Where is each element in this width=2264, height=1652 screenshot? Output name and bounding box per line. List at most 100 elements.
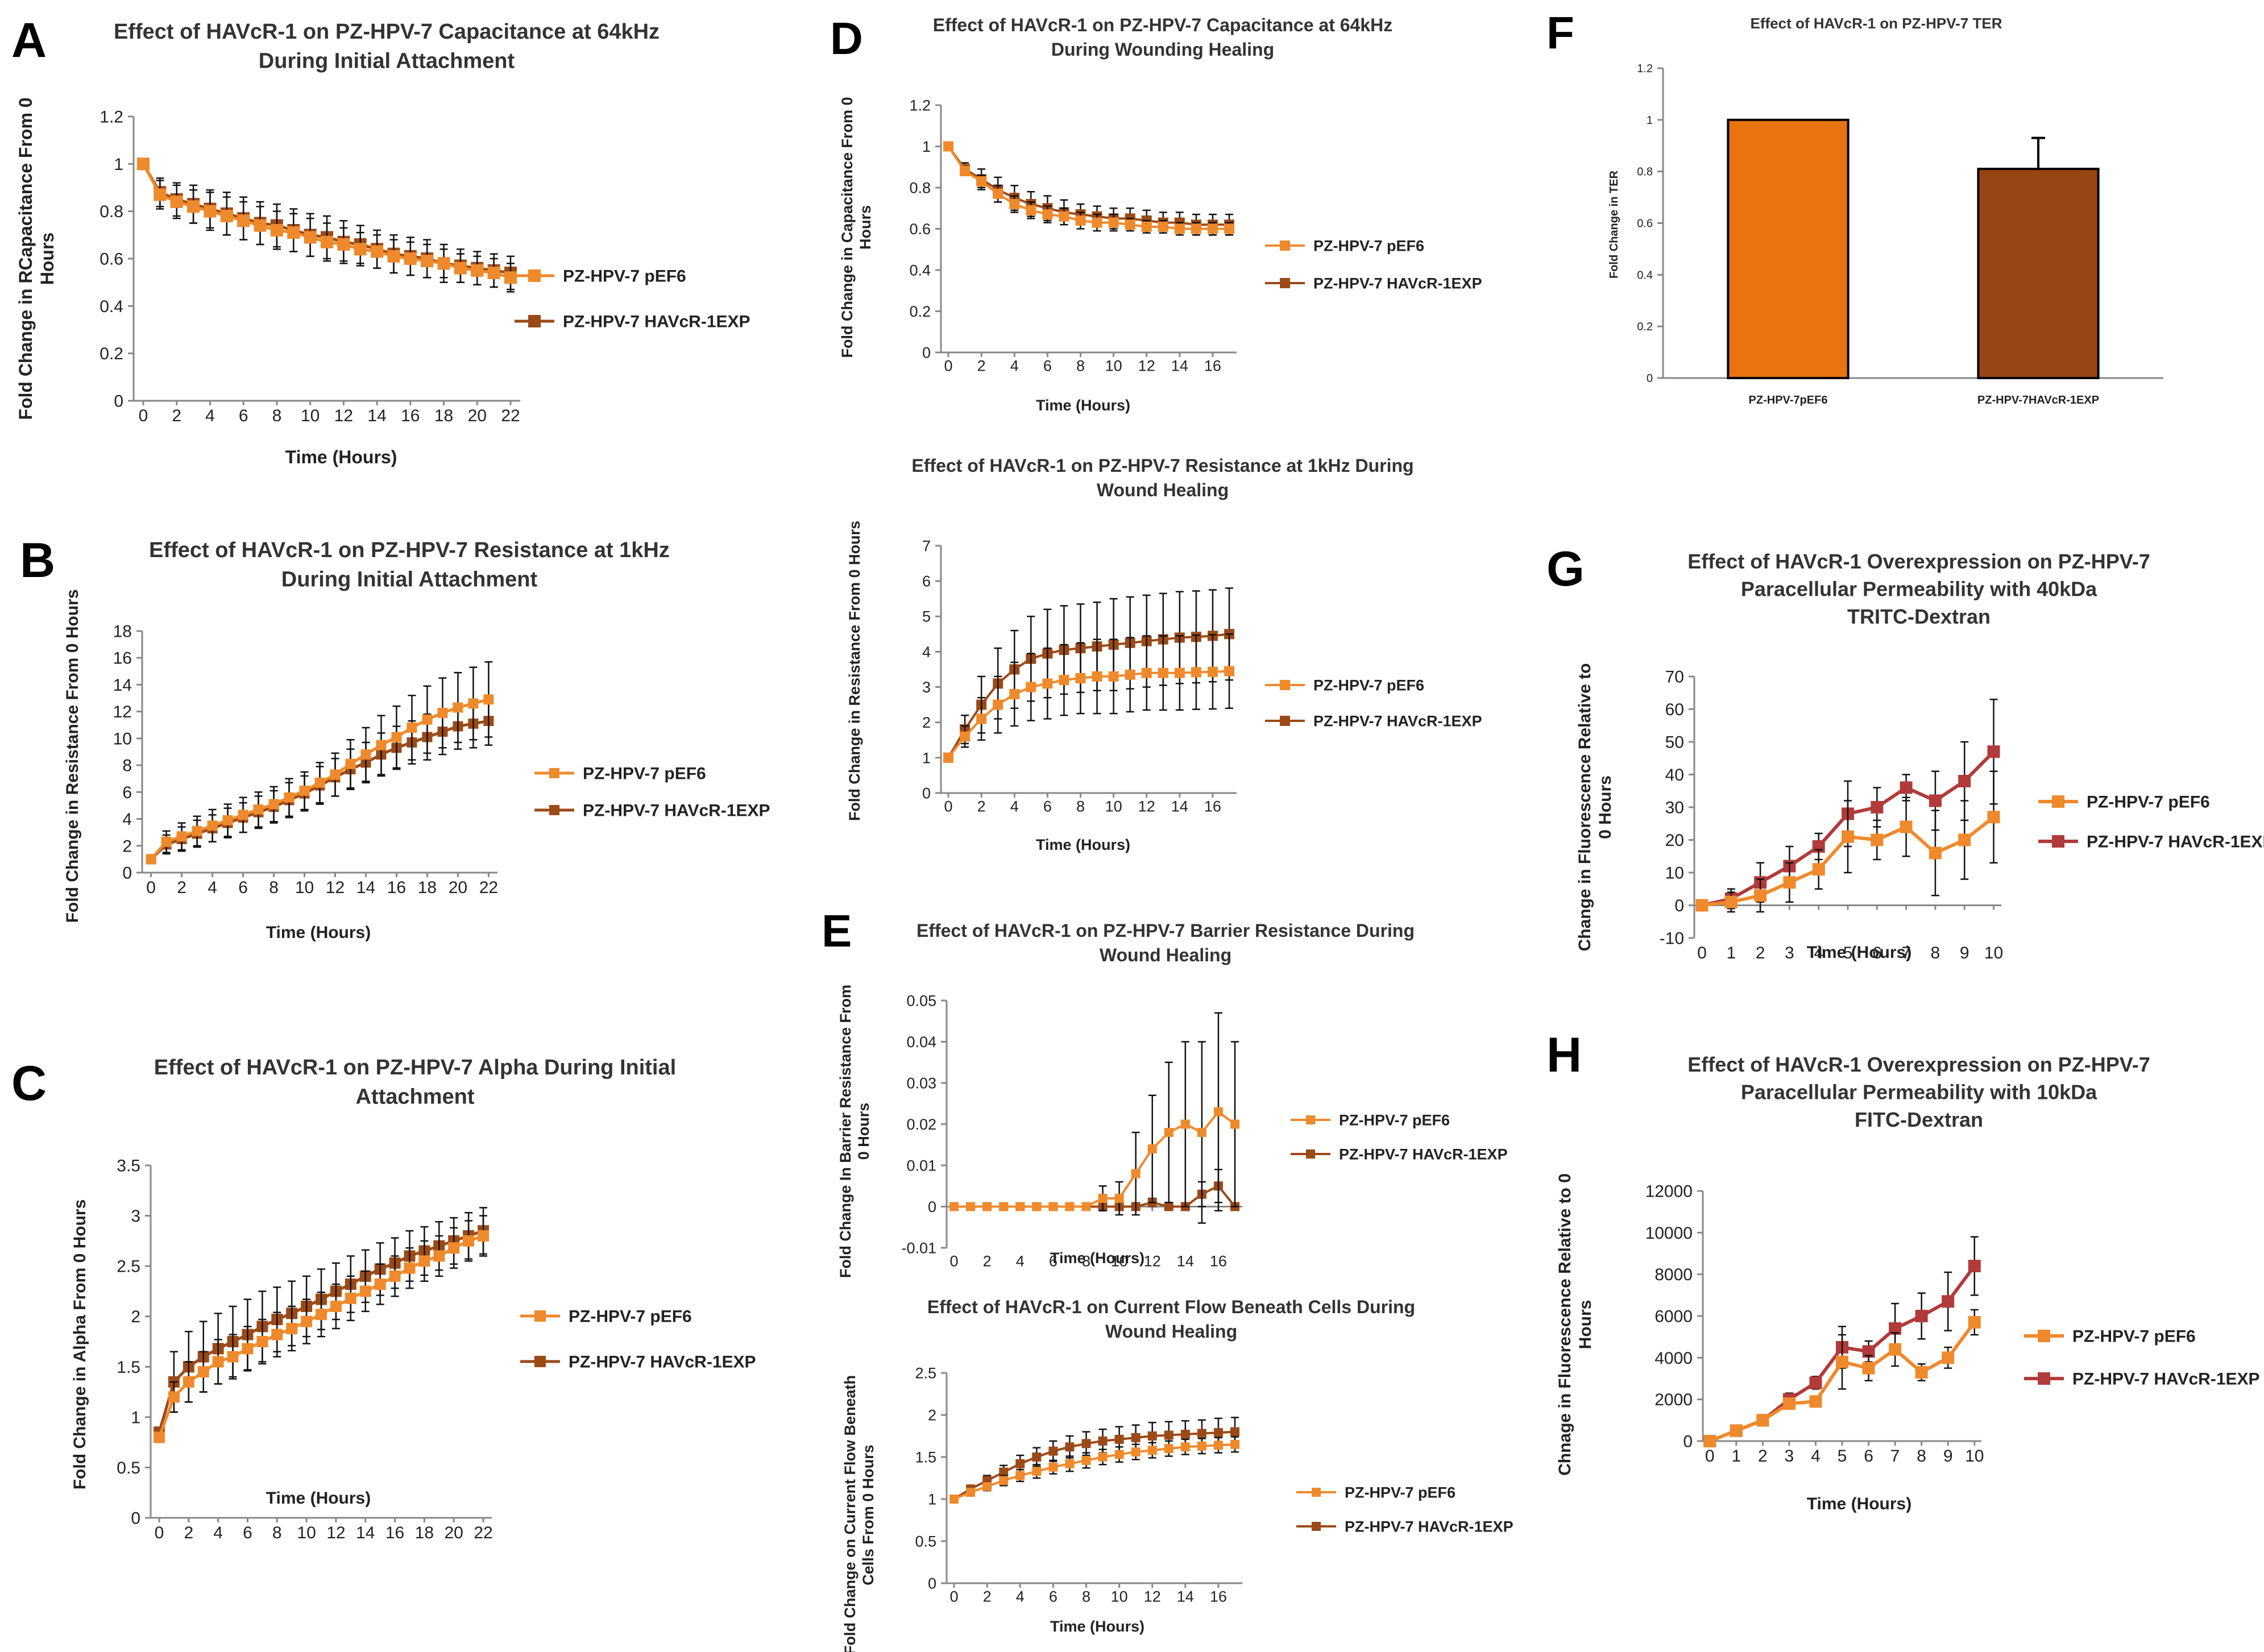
legend-label: PZ-HPV-7 pEF6 <box>1345 1484 1456 1501</box>
panel-c: C Effect of HAVcR-1 on PZ-HPV-7 Alpha Dur… <box>11 1056 756 1542</box>
chart-title: During Initial Attachment <box>281 567 538 591</box>
data-point <box>314 777 325 788</box>
y-tick-label: 2 <box>122 837 132 856</box>
x-tick-label: 4 <box>208 878 217 897</box>
data-point <box>999 1202 1009 1211</box>
y-tick-label: 0.5 <box>117 1459 140 1477</box>
y-tick-label: 1.5 <box>117 1358 140 1377</box>
data-point <box>407 723 417 733</box>
data-point <box>1180 1442 1190 1452</box>
data-point <box>1009 689 1020 699</box>
data-point <box>1730 1424 1743 1437</box>
y-tick-label: 0.04 <box>906 1033 936 1051</box>
x-tick-label: 0 <box>139 406 148 425</box>
data-point <box>1141 221 1152 232</box>
x-tick-label: 16 <box>385 1524 404 1542</box>
y-tick-label: 30 <box>1665 799 1684 817</box>
data-point <box>1131 1169 1141 1178</box>
panel-letter: H <box>1546 1028 1582 1082</box>
x-tick-label: 8 <box>1082 1252 1090 1269</box>
data-point <box>1032 1452 1042 1462</box>
y-axis-label: Fold Change in RCapacitance From 0 <box>15 97 36 420</box>
y-axis-label: Fold Change in Capacitance From 0 <box>839 97 856 358</box>
x-tick-label: 1 <box>1726 944 1736 962</box>
x-tick-label: 9 <box>1943 1447 1953 1466</box>
data-point <box>999 1476 1009 1485</box>
y-axis-label: Chnage in Fluorescence Relative to 0 <box>1556 1173 1574 1476</box>
series-line <box>954 1110 1236 1208</box>
series-pef6 <box>146 661 494 865</box>
x-tick-label: 16 <box>387 878 406 897</box>
y-tick-label: 10 <box>113 729 132 748</box>
y-tick-label: 0.01 <box>906 1157 936 1174</box>
data-point <box>1809 1395 1822 1408</box>
x-tick-label: 6 <box>243 1524 252 1542</box>
chart-title: Wound Healing <box>1100 945 1231 965</box>
y-axis-label: 0 Hours <box>855 1103 872 1160</box>
x-tick-label: 18 <box>415 1524 434 1542</box>
x-tick-label: 6 <box>1049 1588 1058 1605</box>
y-tick-label: 0.2 <box>99 344 123 363</box>
panel-h: H Effect of HAVcR-1 Overexpression on PZ-… <box>1546 1028 2260 1513</box>
data-point <box>1026 682 1036 692</box>
x-tick-label: 10 <box>1111 1252 1128 1269</box>
data-point <box>345 758 356 769</box>
legend-swatch-marker <box>1280 716 1290 726</box>
y-tick-label: 6 <box>122 783 132 802</box>
data-point <box>360 749 371 760</box>
data-point <box>1900 781 1913 794</box>
data-point <box>1065 1202 1075 1211</box>
data-point <box>301 1315 313 1327</box>
data-point <box>1098 1452 1108 1462</box>
y-tick-label: 0.03 <box>906 1074 936 1091</box>
y-tick-label: 6000 <box>1655 1308 1693 1326</box>
panel-d1: D Effect of HAVcR-1 on PZ-HPV-7 Capacitan… <box>830 13 1482 414</box>
y-tick-label: 8000 <box>1655 1265 1693 1284</box>
series-pef6 <box>137 157 517 293</box>
chart-title: Wound Healing <box>1105 1321 1237 1342</box>
series-line <box>947 633 1230 758</box>
data-point <box>1164 1444 1174 1454</box>
chart-title: Effect of HAVcR-1 on PZ-HPV-7 Capacitanc… <box>933 15 1393 35</box>
series-havcr1exp <box>949 1417 1239 1504</box>
x-tick-label: 18 <box>418 878 437 897</box>
x-tick-label: 14 <box>356 878 375 897</box>
data-point <box>1141 667 1152 678</box>
legend-label: PZ-HPV-7 pEF6 <box>1339 1111 1450 1128</box>
panel-d2: Effect of HAVcR-1 on PZ-HPV-7 Resistance… <box>846 455 1482 853</box>
data-point <box>1114 1434 1124 1444</box>
chart-title: Effect of HAVcR-1 on PZ-HPV-7 TER <box>1750 15 2002 32</box>
data-point <box>374 1279 386 1290</box>
data-point <box>1098 1436 1108 1446</box>
x-tick-label: 10 <box>1111 1588 1128 1605</box>
data-point <box>404 1262 416 1274</box>
y-axis-label: Fold Change on Current Flow Beneath <box>841 1375 859 1652</box>
y-tick-label: 8 <box>122 757 132 775</box>
x-axis-label: Time (Hours) <box>1807 943 1911 962</box>
data-point <box>1075 673 1086 684</box>
data-point <box>993 699 1004 710</box>
y-tick-label: 6 <box>922 573 931 590</box>
data-point <box>253 804 264 815</box>
data-point <box>463 1235 475 1247</box>
x-tick-label: 8 <box>272 406 282 425</box>
data-point <box>982 1202 992 1211</box>
legend-label: PZ-HPV-7 pEF6 <box>583 765 706 783</box>
y-tick-label: 0.4 <box>1637 269 1653 281</box>
data-point <box>1081 1439 1091 1448</box>
legend-swatch-marker <box>2052 835 2064 848</box>
x-tick-label: 0 <box>944 357 952 374</box>
series-pef6 <box>1695 770 2000 913</box>
x-tick-label: 4 <box>1811 1447 1821 1466</box>
data-point <box>1929 846 1942 860</box>
y-tick-label: 0 <box>922 344 931 361</box>
data-point <box>1929 794 1942 807</box>
y-tick-label: 0 <box>928 1575 936 1592</box>
x-tick-label: 18 <box>434 406 453 425</box>
data-point <box>359 1285 371 1297</box>
x-tick-label: 6 <box>238 878 248 897</box>
data-point <box>192 825 202 836</box>
x-tick-label: 16 <box>1210 1588 1227 1605</box>
y-tick-label: 14 <box>113 676 132 695</box>
x-tick-label: 5 <box>1838 1447 1847 1466</box>
